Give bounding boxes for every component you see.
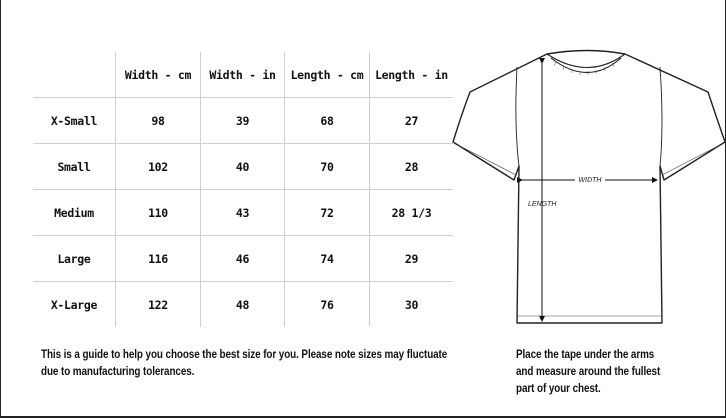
size-label: Small [33,143,116,190]
length-in-cell: 29 [369,235,453,282]
size-label: X-Small [33,97,116,144]
length-cm-cell: 72 [284,189,370,236]
sizing-guide-line: This is a guide to help you choose the b… [41,349,448,361]
sleeve-hem-right [661,144,721,176]
length-in-cell: 27 [369,97,453,144]
table-row: Small 102 40 70 28 [33,143,453,190]
tshirt-measurement-diagram: WIDTH LENGTH [452,49,726,324]
width-cm-cell: 116 [115,235,201,282]
width-cm-cell: 102 [115,143,201,190]
length-cm-cell: 68 [284,97,370,144]
length-in-cell: 30 [369,281,453,327]
width-cm-cell: 98 [115,97,201,144]
measure-instruction-line: part of your chest. [516,383,601,395]
collar-icon [546,53,626,74]
size-label: Large [33,235,116,282]
width-in-cell: 43 [200,189,285,236]
width-in-cell: 46 [200,235,285,282]
length-in-cell: 28 1/3 [369,189,453,236]
length-cm-cell: 76 [284,281,370,327]
sizing-guide-line: due to manufacturing tolerances. [41,366,195,378]
header-width-cm: Width - cm [115,52,201,98]
length-in-cell: 28 [369,143,453,190]
sleeve-seam-right [659,66,663,167]
tshirt-icon [452,49,726,324]
width-cm-cell: 122 [115,281,201,327]
length-label: LENGTH [528,201,557,208]
table-header-row: Width - cm Width - in Length - cm Length… [33,52,453,98]
header-width-in: Width - in [200,52,285,98]
header-length-cm: Length - cm [284,52,370,98]
size-label: X-Large [33,281,116,327]
table-row: Large 116 46 74 29 [33,235,453,282]
size-label: Medium [33,189,116,236]
measure-instructions: Place the tape under the arms and measur… [516,347,679,398]
width-in-cell: 40 [200,143,285,190]
table-row: X-Small 98 39 68 27 [33,97,453,144]
length-cm-cell: 74 [284,235,370,282]
width-cm-cell: 110 [115,189,201,236]
collar-ribbing [553,61,615,75]
length-cm-cell: 70 [284,143,370,190]
sizing-guide-note: This is a guide to help you choose the b… [41,347,505,381]
size-chart-table: Width - cm Width - in Length - cm Length… [33,52,453,327]
sleeve-seam-left [515,66,520,167]
measure-instruction-line: Place the tape under the arms [516,349,655,361]
width-in-cell: 48 [200,281,285,327]
header-length-in: Length - in [369,52,453,98]
width-in-cell: 39 [200,97,285,144]
width-label: WIDTH [579,177,603,184]
table-row: X-Large 122 48 76 30 [33,281,453,327]
sleeve-hem-left [457,144,517,176]
measure-instruction-line: and measure around the fullest [516,366,661,378]
header-size [33,52,116,98]
table-row: Medium 110 43 72 28 1/3 [33,189,453,236]
